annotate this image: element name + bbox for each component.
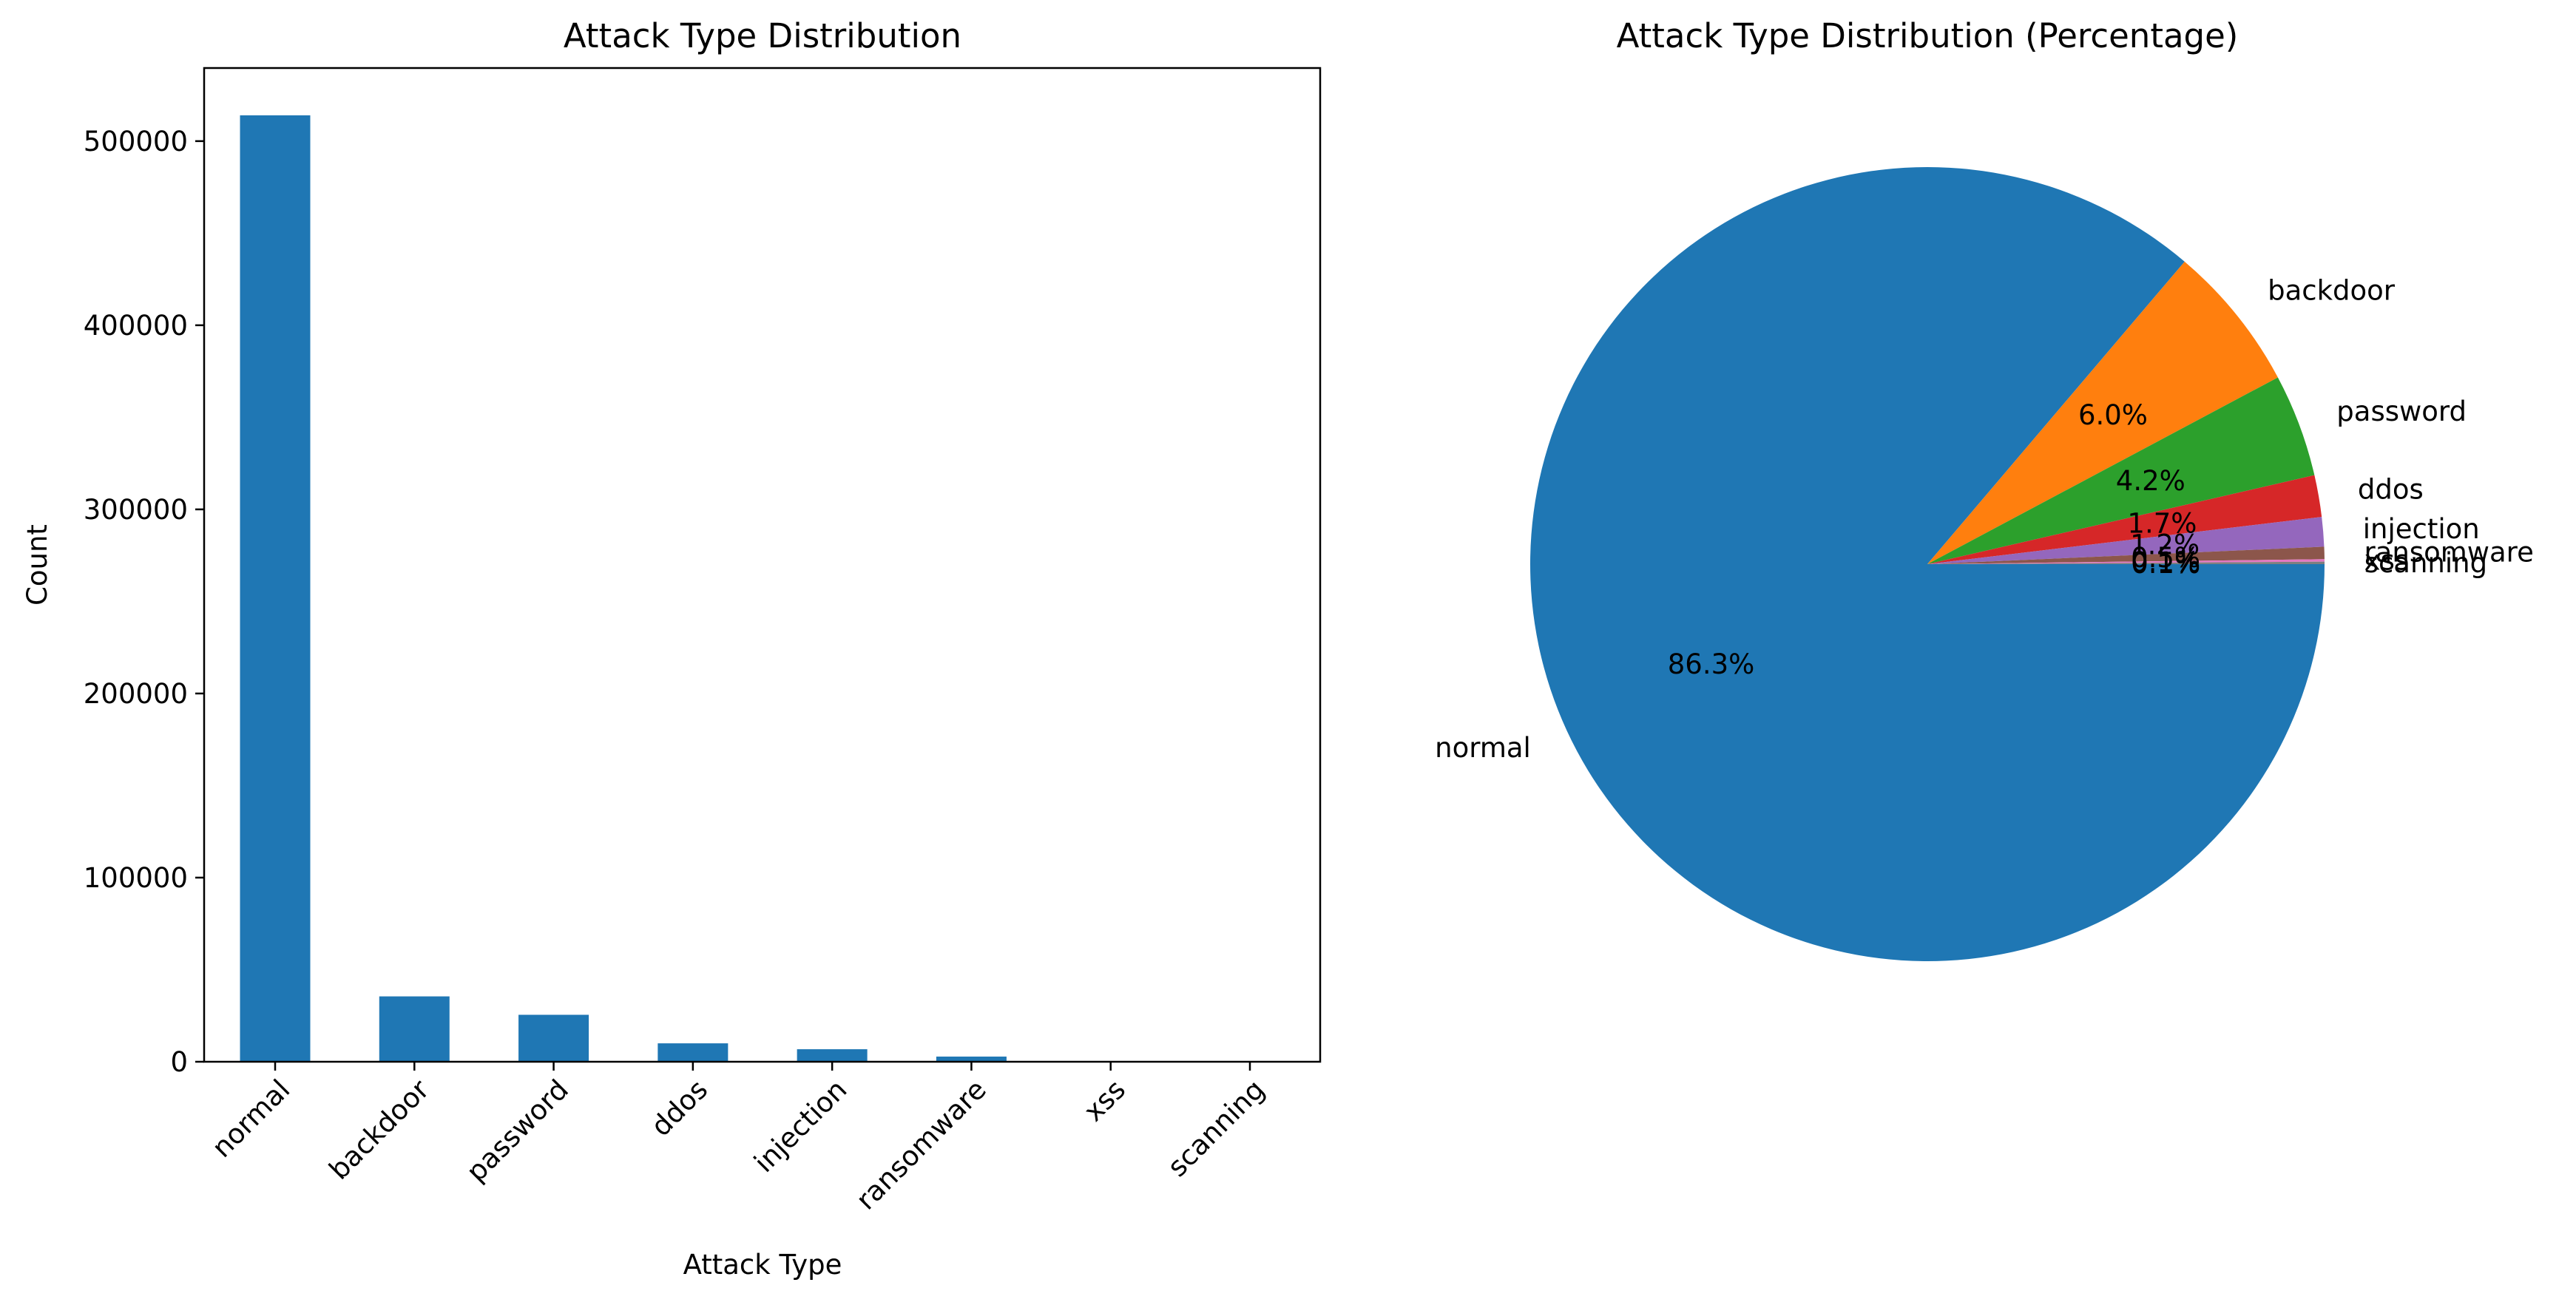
y-tick-label: 400000: [84, 310, 188, 342]
x-tick-label: scanning: [1161, 1074, 1271, 1183]
pie-slice-ddos: [1927, 475, 2322, 564]
pie-percent-label: 6.0%: [2078, 399, 2148, 431]
pie-slice-scanning: [1927, 561, 2325, 564]
pie-chart: Attack Type Distribution (Percentage) no…: [1435, 16, 2534, 962]
x-tick-label: normal: [206, 1074, 296, 1164]
pie-percent-label: 0.1%: [2131, 548, 2200, 580]
pie-percent-label: 0.1%: [2131, 546, 2200, 578]
y-tick-label: 100000: [84, 862, 188, 894]
bar-ddos: [657, 1043, 728, 1062]
bar-axes-frame: [203, 67, 1322, 1063]
bar-injection: [797, 1049, 868, 1062]
pie-slices: [1530, 167, 2325, 962]
y-tick-label: 200000: [84, 678, 188, 710]
pie-slice-password: [1927, 377, 2315, 564]
pie-label: password: [2336, 396, 2467, 427]
x-tick-label: password: [460, 1074, 575, 1188]
bar-chart: Attack Type Distribution 0 100000 200000 30…: [21, 16, 1322, 1281]
bar-ransomware: [936, 1057, 1007, 1062]
pie-chart-title: Attack Type Distribution (Percentage): [1617, 16, 2239, 55]
x-tick-label: ransomware: [850, 1074, 993, 1216]
pie-slice-normal: [1530, 167, 2325, 962]
y-tick-label: 300000: [84, 494, 188, 526]
pie-percent-label: 1.2%: [2130, 529, 2200, 561]
bar-x-axis-label: Attack Type: [683, 1249, 842, 1281]
pie-percent-label: 86.3%: [1668, 648, 1755, 680]
pie-slice-backdoor: [1927, 261, 2278, 564]
bar-x-axis: normal backdoor password ddos injectionranso…: [206, 1062, 1271, 1216]
y-tick-label: 500000: [84, 126, 188, 157]
pie-percent-label: 0.5%: [2131, 542, 2200, 574]
pie-percent-label: 1.7%: [2127, 508, 2197, 540]
bar-chart-title: Attack Type Distribution: [564, 16, 961, 55]
pie-slice-xss: [1927, 559, 2325, 564]
x-tick-label: xss: [1078, 1074, 1132, 1128]
bar-backdoor: [379, 996, 450, 1062]
x-tick-label: backdoor: [323, 1073, 436, 1186]
pie-label: injection: [2363, 513, 2480, 545]
pie-label: xss: [2364, 544, 2409, 576]
x-tick-label: injection: [748, 1074, 853, 1179]
y-tick-label: 0: [170, 1046, 188, 1078]
pie-labels: normal backdoor password ddos injectionranso…: [1435, 275, 2534, 764]
pie-label: scanning: [2364, 547, 2487, 579]
pie-label: normal: [1435, 732, 1531, 764]
bar-y-axis: 0 100000 200000 300000 400000 500000: [84, 126, 204, 1078]
pie-slice-ransomware: [1927, 546, 2325, 564]
bar-normal: [240, 115, 311, 1062]
pie-slice-injection: [1927, 517, 2325, 564]
x-tick-label: ddos: [645, 1074, 714, 1142]
pie-percent-labels: 86.3%6.0%4.2%1.7%1.2%0.5%0.1%0.1%: [1668, 399, 2200, 680]
bar-password: [518, 1014, 589, 1062]
pie-percent-label: 4.2%: [2116, 465, 2185, 497]
pie-label: ransomware: [2364, 536, 2533, 568]
pie-label: ddos: [2358, 474, 2424, 506]
pie-label: backdoor: [2268, 275, 2396, 307]
bar-marks: [240, 115, 1285, 1062]
bar-y-axis-label: Count: [21, 524, 53, 606]
